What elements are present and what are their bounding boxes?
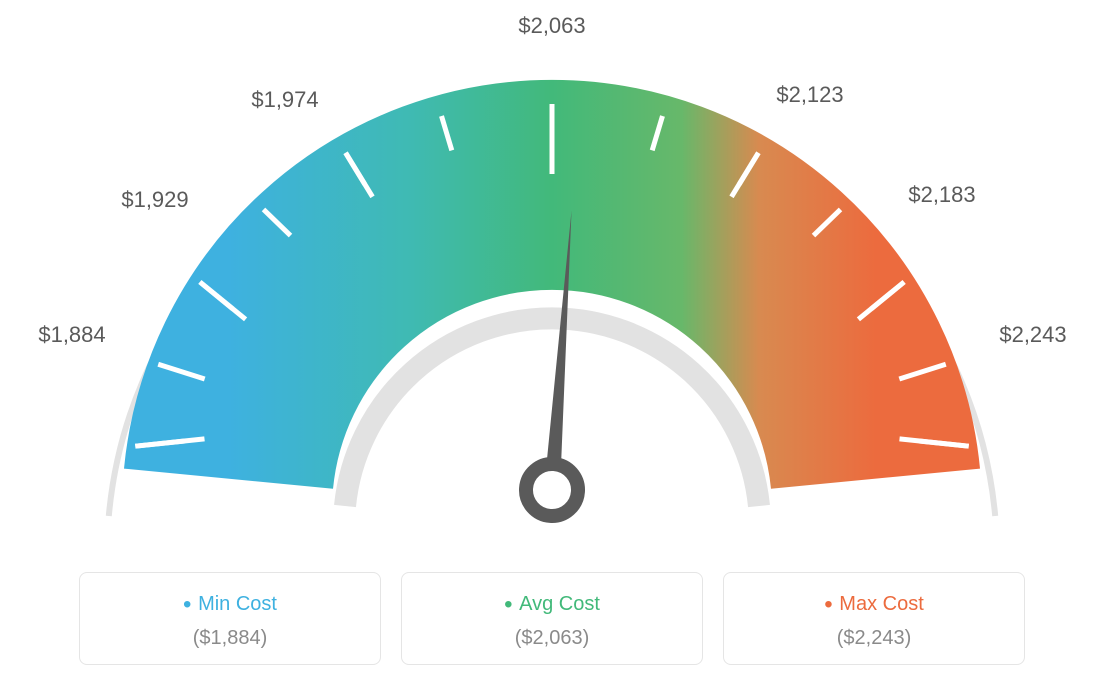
- legend-max-label: Max Cost: [724, 591, 1024, 619]
- tick-label-0: $1,884: [38, 322, 105, 348]
- gauge-area: $1,884 $1,929 $1,974 $2,063 $2,123 $2,18…: [0, 0, 1104, 560]
- legend-min-value: ($1,884): [80, 627, 380, 650]
- legend-card-min: Min Cost ($1,884): [79, 572, 381, 665]
- tick-label-6: $2,243: [999, 322, 1066, 348]
- gauge-chart-container: $1,884 $1,929 $1,974 $2,063 $2,123 $2,18…: [0, 0, 1104, 690]
- legend-card-max: Max Cost ($2,243): [723, 572, 1025, 665]
- legend: Min Cost ($1,884) Avg Cost ($2,063) Max …: [79, 572, 1025, 665]
- tick-label-4: $2,123: [776, 82, 843, 108]
- tick-label-2: $1,974: [251, 87, 318, 113]
- tick-label-5: $2,183: [908, 182, 975, 208]
- legend-avg-value: ($2,063): [402, 627, 702, 650]
- tick-label-3: $2,063: [518, 13, 585, 39]
- legend-min-label: Min Cost: [80, 591, 380, 619]
- legend-max-value: ($2,243): [724, 627, 1024, 650]
- legend-card-avg: Avg Cost ($2,063): [401, 572, 703, 665]
- tick-label-1: $1,929: [121, 187, 188, 213]
- gauge-svg: [0, 0, 1104, 560]
- legend-avg-label: Avg Cost: [402, 591, 702, 619]
